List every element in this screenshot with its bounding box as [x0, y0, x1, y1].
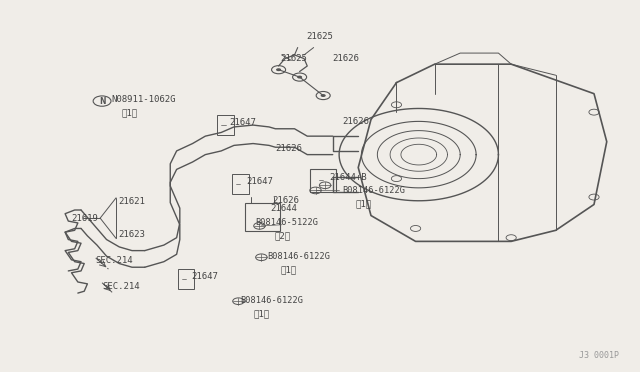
Text: N08911-1062G: N08911-1062G	[111, 96, 175, 105]
Text: 21625: 21625	[306, 32, 333, 41]
Text: 21644+B: 21644+B	[330, 173, 367, 182]
Text: 21647: 21647	[246, 177, 273, 186]
Text: SEC.214: SEC.214	[102, 282, 140, 291]
Text: B08146-6122G: B08146-6122G	[241, 296, 303, 305]
Circle shape	[321, 94, 326, 97]
Text: 21623: 21623	[118, 230, 145, 239]
Text: （1）: （1）	[121, 108, 138, 118]
Text: 21644: 21644	[270, 204, 297, 214]
Text: B08146-6122G: B08146-6122G	[342, 186, 405, 195]
Text: SEC.214: SEC.214	[96, 256, 133, 265]
Text: （1）: （1）	[355, 199, 371, 208]
Text: 21647: 21647	[230, 118, 257, 127]
Text: B08146-5122G: B08146-5122G	[255, 218, 318, 227]
Text: 21626: 21626	[333, 54, 360, 63]
Text: 21619: 21619	[72, 214, 99, 222]
Text: N: N	[99, 97, 106, 106]
Text: 21626: 21626	[342, 117, 369, 126]
Text: J3 0001P: J3 0001P	[579, 350, 620, 359]
Circle shape	[276, 68, 281, 71]
Circle shape	[297, 76, 302, 78]
Text: 21626: 21626	[275, 144, 302, 153]
Text: 21647: 21647	[191, 272, 218, 281]
Text: 21626: 21626	[272, 196, 299, 205]
Text: （1）: （1）	[253, 309, 269, 318]
Text: B08146-6122G: B08146-6122G	[268, 252, 331, 262]
Text: （1）: （1）	[280, 265, 296, 274]
Text: 21621: 21621	[118, 197, 145, 206]
Text: 21625: 21625	[280, 54, 307, 63]
Text: （2）: （2）	[274, 231, 291, 240]
